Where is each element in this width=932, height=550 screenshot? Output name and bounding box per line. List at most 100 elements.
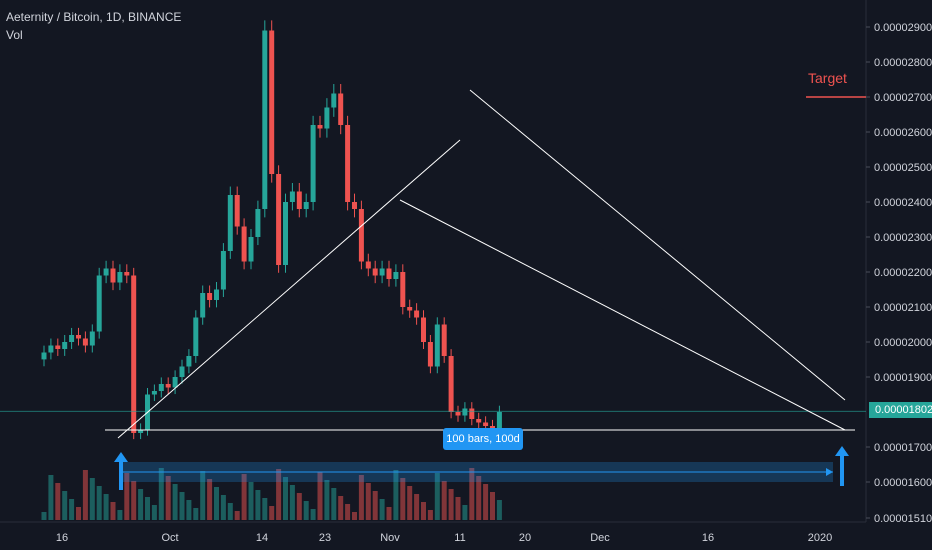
candle-body (427, 342, 433, 367)
x-tick-label: Dec (590, 532, 610, 544)
candle-body (455, 412, 461, 416)
candle-body (124, 272, 130, 276)
candle-body (48, 345, 54, 353)
candle-body (400, 272, 406, 307)
volume-bar (269, 506, 275, 520)
candle-body (496, 412, 502, 430)
target-label: Target (808, 70, 847, 86)
x-tick-label: 16 (56, 532, 68, 544)
candle-body (151, 391, 157, 395)
volume-bar (193, 508, 199, 520)
volume-bar (262, 498, 268, 520)
volume-bar (62, 491, 68, 520)
candle-body (241, 226, 247, 262)
candle-body (448, 356, 454, 412)
candle-body (103, 268, 109, 276)
last-price-badge: 0.00001802 (869, 402, 932, 418)
candle-body (310, 125, 316, 202)
y-tick-label: 0.00002200 (874, 267, 932, 279)
candle-body (200, 293, 206, 318)
candle-body (248, 237, 254, 262)
candle-body (158, 384, 164, 391)
volume-bar (241, 474, 247, 520)
candle-body (393, 272, 399, 279)
y-tick-label: 0.00002900 (874, 22, 932, 34)
candle-body (262, 30, 268, 209)
volume-bar (421, 502, 426, 520)
candle-body (69, 335, 75, 342)
candle-body (110, 268, 116, 283)
candle-body (62, 342, 68, 349)
volume-bar (469, 468, 475, 520)
volume-bar (200, 471, 206, 520)
volume-label: Vol (6, 28, 23, 42)
y-tick-label: 0.00002000 (874, 337, 932, 349)
volume-bar (386, 507, 392, 520)
candle-body (289, 191, 295, 202)
x-tick-label: Nov (380, 532, 400, 544)
candle-body (220, 251, 226, 290)
volume-bar (496, 500, 502, 520)
candle-body (96, 275, 102, 332)
volume-bar (441, 481, 447, 520)
y-tick-label: 0.00002700 (874, 92, 932, 104)
volume-bar (69, 499, 75, 520)
y-tick-label: 0.00001600 (874, 477, 932, 489)
x-tick-label: 23 (319, 532, 331, 544)
volume-bar (186, 500, 192, 520)
volume-bar (255, 490, 261, 520)
range-arrowhead (826, 468, 833, 476)
volume-bar (317, 472, 323, 520)
volume-bar (358, 475, 364, 520)
candle-body (434, 324, 440, 367)
volume-bar (48, 475, 54, 520)
candle-body (82, 338, 88, 346)
y-tick-label: 0.00002500 (874, 162, 932, 174)
volume-bar (276, 469, 282, 520)
volume-bar (89, 478, 95, 520)
volume-bar (400, 478, 406, 520)
candle-body (379, 268, 385, 276)
candle-body (172, 377, 178, 388)
candle-body (462, 408, 468, 416)
x-tick-label: 14 (256, 532, 268, 544)
candle-body (483, 422, 489, 426)
volume-bar (165, 476, 171, 520)
y-tick-label: 0.00002300 (874, 232, 932, 244)
range-measure-label[interactable]: 100 bars, 100d (443, 428, 523, 450)
y-tick-label: 0.00002800 (874, 57, 932, 69)
volume-bar (379, 499, 385, 520)
volume-bar (138, 489, 144, 520)
volume-bar (345, 504, 351, 520)
candle-body (441, 324, 447, 356)
candle-body (372, 268, 378, 276)
candle-body (283, 202, 288, 265)
volume-bar (82, 470, 88, 520)
volume-bar (220, 495, 226, 520)
candle-body (55, 345, 61, 349)
volume-bar (234, 511, 240, 520)
volume-bar (207, 479, 213, 520)
candle-body (186, 356, 192, 367)
candle-body (234, 195, 240, 227)
candle-body (414, 310, 420, 318)
candle-body (386, 268, 392, 279)
volume-bar (41, 512, 47, 520)
x-tick-label: 11 (454, 532, 465, 544)
candle-body (165, 384, 171, 388)
y-tick-label: 0.00001700 (874, 442, 932, 454)
candle-body (407, 307, 413, 311)
volume-bar (338, 496, 344, 520)
volume-bar (76, 507, 81, 520)
volume-bar (310, 509, 316, 520)
x-tick-label: 16 (702, 532, 714, 544)
volume-bar (227, 503, 233, 520)
volume-bar (158, 468, 164, 520)
volume-bar (455, 497, 461, 520)
candle-body (255, 209, 261, 237)
candle-body (117, 272, 123, 283)
candle-body (365, 261, 371, 269)
volume-bar (331, 488, 337, 520)
x-tick-label: 20 (519, 532, 531, 544)
